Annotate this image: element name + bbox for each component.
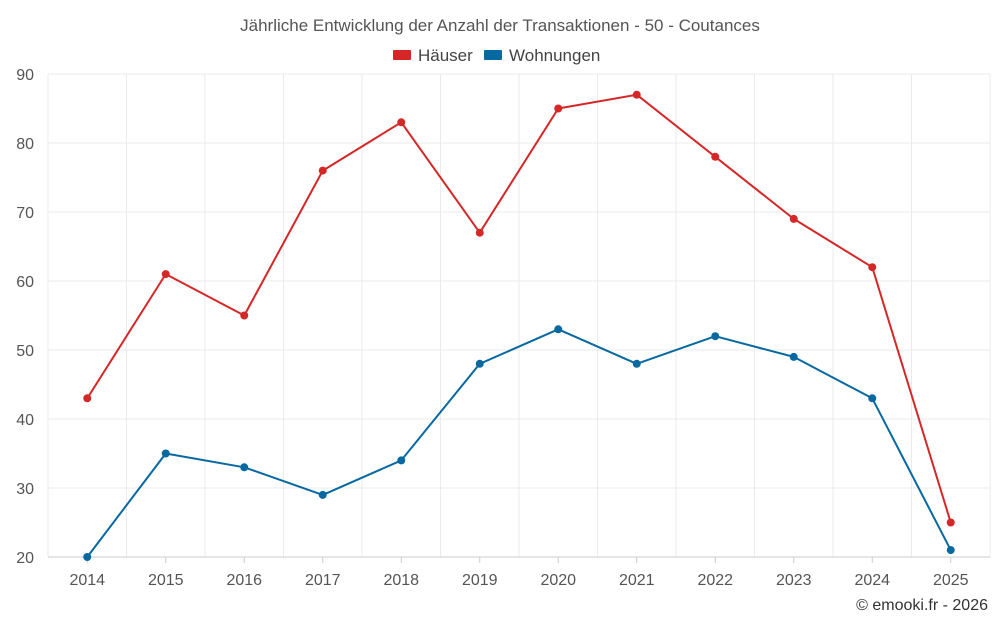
- legend-swatch: [393, 50, 411, 60]
- data-point-haeuser: [554, 104, 563, 113]
- data-point-wohnungen: [946, 546, 955, 555]
- data-point-haeuser: [868, 263, 877, 272]
- series-line-wohnungen: [86, 328, 952, 558]
- x-tick-label: 2014: [69, 572, 105, 589]
- x-tick-label: 2021: [619, 572, 655, 589]
- x-tick-label: 2019: [462, 572, 498, 589]
- x-tick-label: 2016: [226, 572, 262, 589]
- data-point-haeuser: [161, 270, 170, 279]
- data-point-wohnungen: [161, 449, 170, 458]
- data-point-wohnungen: [83, 553, 92, 561]
- data-point-haeuser: [83, 394, 92, 403]
- data-point-wohnungen: [632, 359, 641, 368]
- grid: [47, 73, 991, 557]
- x-tick-label: 2018: [383, 572, 419, 589]
- data-point-haeuser: [240, 311, 249, 320]
- data-point-haeuser: [789, 214, 798, 223]
- data-point-wohnungen: [318, 490, 327, 499]
- y-tick-label: 60: [16, 274, 34, 291]
- legend-swatch: [484, 50, 502, 60]
- data-point-haeuser: [397, 118, 406, 127]
- data-point-haeuser: [946, 518, 955, 527]
- data-point-haeuser: [632, 90, 641, 99]
- x-tick-label: 2024: [854, 572, 890, 589]
- legend-label: Häuser: [418, 46, 473, 65]
- chart-title: Jährliche Entwicklung der Anzahl der Tra…: [240, 16, 760, 35]
- x-tick-label: 2017: [305, 572, 341, 589]
- x-tick-label: 2020: [540, 572, 576, 589]
- y-tick-label: 40: [16, 412, 34, 429]
- data-point-haeuser: [318, 166, 327, 175]
- data-point-wohnungen: [475, 359, 484, 368]
- x-tick-label: 2015: [148, 572, 184, 589]
- x-tick-label: 2025: [933, 572, 969, 589]
- data-point-wohnungen: [554, 325, 563, 334]
- y-tick-label: 50: [16, 343, 34, 360]
- data-point-wohnungen: [711, 332, 720, 341]
- credit-text: © emooki.fr - 2026: [856, 597, 988, 614]
- data-point-wohnungen: [240, 463, 249, 472]
- data-point-haeuser: [711, 152, 720, 161]
- x-tick-label: 2023: [776, 572, 812, 589]
- legend: Häuser Wohnungen: [393, 46, 600, 65]
- series-line-haeuser: [86, 93, 952, 523]
- data-point-wohnungen: [397, 456, 406, 465]
- y-tick-label: 80: [16, 136, 34, 153]
- data-point-wohnungen: [789, 352, 798, 361]
- y-tick-label: 20: [16, 550, 34, 567]
- data-point-wohnungen: [868, 394, 877, 403]
- y-tick-label: 30: [16, 481, 34, 498]
- x-tick-label: 2022: [697, 572, 733, 589]
- data-point-haeuser: [475, 228, 484, 237]
- y-tick-label: 70: [16, 205, 34, 222]
- series-layer: [83, 90, 955, 561]
- y-tick-label: 90: [16, 67, 34, 84]
- legend-label: Wohnungen: [509, 46, 600, 65]
- axes: 20 30 40 50 60 70 80 90 2014 2015 2016 2017 2018 2019…: [16, 67, 990, 589]
